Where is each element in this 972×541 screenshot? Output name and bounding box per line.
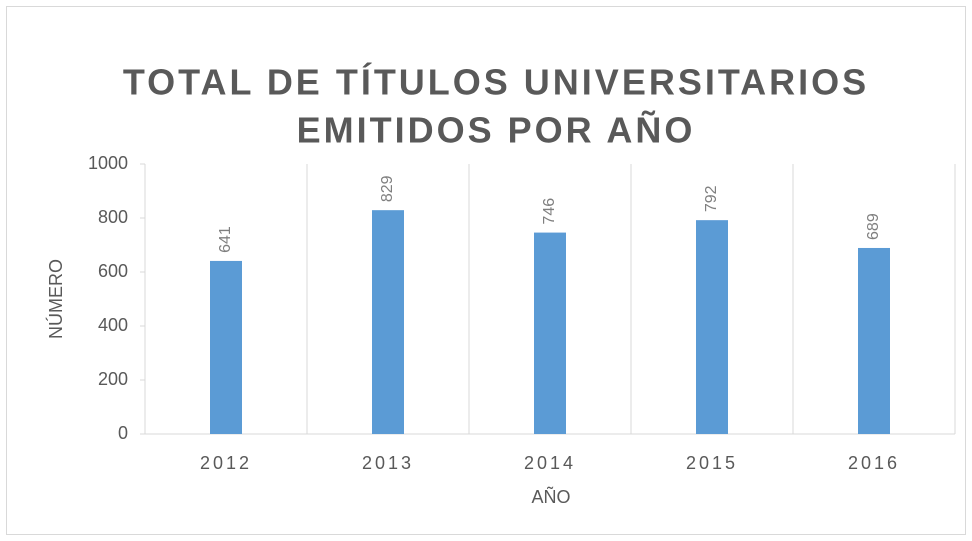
bar <box>534 232 566 434</box>
chart-title: TOTAL DE TÍTULOS UNIVERSITARIOS <box>123 62 869 103</box>
data-label: 829 <box>379 175 396 202</box>
x-tick-label: 2015 <box>686 453 738 473</box>
data-label: 792 <box>703 185 720 212</box>
bar <box>696 220 728 434</box>
x-axis-label: AÑO <box>531 486 570 507</box>
y-axis-label: NÚMERO <box>45 259 66 339</box>
data-label: 689 <box>865 213 882 240</box>
y-tick-label: 800 <box>98 207 128 227</box>
bar <box>372 210 404 434</box>
y-tick-label: 200 <box>98 369 128 389</box>
x-tick-label: 2013 <box>362 453 414 473</box>
bar <box>210 260 242 434</box>
chart-border <box>6 6 966 535</box>
x-tick-label: 2016 <box>848 453 900 473</box>
data-label: 746 <box>541 198 558 225</box>
data-label: 641 <box>217 226 234 253</box>
y-tick-label: 1000 <box>88 153 128 173</box>
chart-title: EMITIDOS POR AÑO <box>297 109 696 151</box>
y-tick-label: 600 <box>98 261 128 281</box>
x-tick-label: 2012 <box>200 453 252 473</box>
x-tick-label: 2014 <box>524 453 576 473</box>
y-tick-label: 0 <box>118 423 128 443</box>
bar <box>858 247 890 434</box>
y-tick-label: 400 <box>98 315 128 335</box>
